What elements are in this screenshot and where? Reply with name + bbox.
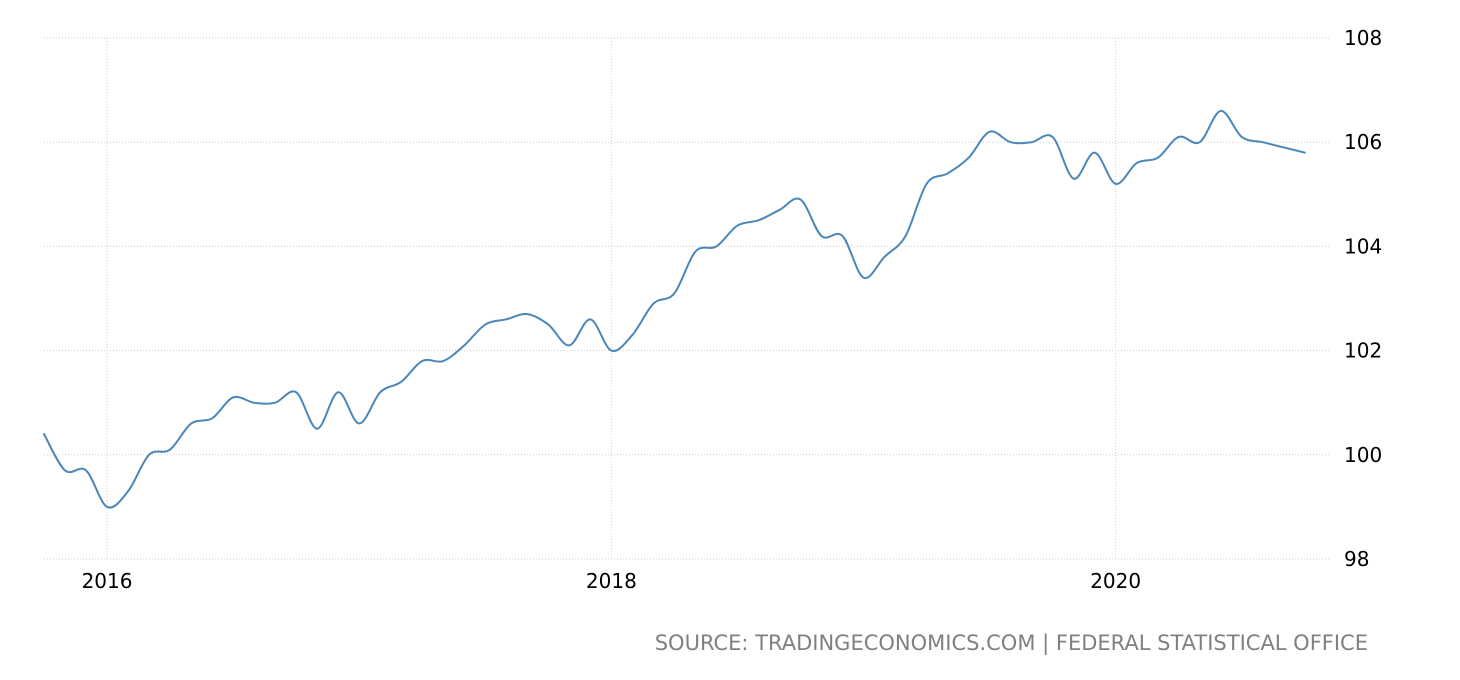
data-point bbox=[420, 359, 424, 363]
data-point bbox=[441, 359, 445, 363]
axis-layer: 98 100 102 104 106 108 2016 2018 2020 bbox=[82, 26, 1383, 593]
data-point bbox=[210, 416, 214, 420]
series-layer bbox=[42, 109, 1307, 509]
data-point bbox=[967, 156, 971, 160]
data-point bbox=[1303, 151, 1307, 155]
y-tick-label-98: 98 bbox=[1344, 547, 1369, 571]
data-point bbox=[988, 130, 992, 134]
data-point bbox=[483, 323, 487, 327]
data-point bbox=[841, 234, 845, 238]
data-point bbox=[357, 422, 361, 426]
data-point bbox=[672, 291, 676, 295]
data-point bbox=[925, 182, 929, 186]
data-point bbox=[1093, 151, 1097, 155]
data-point bbox=[546, 323, 550, 327]
data-point bbox=[567, 343, 571, 347]
data-point bbox=[252, 401, 256, 405]
y-tick-label-100: 100 bbox=[1344, 443, 1382, 467]
data-point bbox=[1240, 135, 1244, 139]
data-point bbox=[735, 224, 739, 228]
data-point bbox=[777, 208, 781, 212]
data-point bbox=[862, 276, 866, 280]
data-point bbox=[798, 198, 802, 202]
data-point bbox=[1030, 140, 1034, 144]
data-point bbox=[651, 302, 655, 306]
data-point bbox=[1282, 145, 1286, 149]
data-point bbox=[336, 390, 340, 394]
data-point bbox=[168, 448, 172, 452]
data-point bbox=[1219, 109, 1223, 113]
source-label: SOURCE: TRADINGECONOMICS.COM | FEDERAL S… bbox=[655, 631, 1368, 656]
data-point bbox=[42, 432, 46, 436]
x-tick-label-2016: 2016 bbox=[82, 569, 133, 593]
y-tick-label-106: 106 bbox=[1344, 130, 1382, 154]
data-point bbox=[147, 453, 151, 457]
data-point bbox=[315, 427, 319, 431]
data-point bbox=[462, 343, 466, 347]
data-point bbox=[504, 317, 508, 321]
data-point bbox=[1051, 135, 1055, 139]
data-point bbox=[525, 312, 529, 316]
data-point bbox=[1198, 140, 1202, 144]
y-tick-label-104: 104 bbox=[1344, 234, 1382, 258]
data-point bbox=[105, 505, 109, 509]
data-point bbox=[609, 349, 613, 353]
series-line-0 bbox=[43, 109, 1306, 509]
y-tick-label-108: 108 bbox=[1344, 26, 1382, 50]
data-point bbox=[904, 234, 908, 238]
data-point bbox=[693, 250, 697, 254]
data-point bbox=[1135, 161, 1139, 165]
data-point bbox=[946, 171, 950, 175]
data-point bbox=[189, 422, 193, 426]
data-point bbox=[819, 234, 823, 238]
data-point bbox=[1072, 177, 1076, 181]
data-point bbox=[1009, 140, 1013, 144]
data-point bbox=[756, 218, 760, 222]
data-point bbox=[84, 468, 88, 472]
data-point bbox=[399, 380, 403, 384]
x-tick-label-2018: 2018 bbox=[586, 569, 637, 593]
data-point bbox=[126, 489, 130, 493]
data-point bbox=[1261, 140, 1265, 144]
data-point bbox=[1177, 135, 1181, 139]
data-point bbox=[231, 395, 235, 399]
data-point bbox=[294, 390, 298, 394]
data-point bbox=[273, 401, 277, 405]
data-point bbox=[883, 255, 887, 259]
data-point bbox=[630, 333, 634, 337]
data-point bbox=[378, 390, 382, 394]
data-point bbox=[63, 468, 67, 472]
x-tick-label-2020: 2020 bbox=[1090, 569, 1141, 593]
data-point bbox=[714, 244, 718, 248]
data-point bbox=[588, 317, 592, 321]
data-point bbox=[1156, 156, 1160, 160]
y-tick-label-102: 102 bbox=[1344, 339, 1382, 363]
data-point bbox=[1114, 182, 1118, 186]
grid-layer bbox=[44, 37, 1330, 560]
